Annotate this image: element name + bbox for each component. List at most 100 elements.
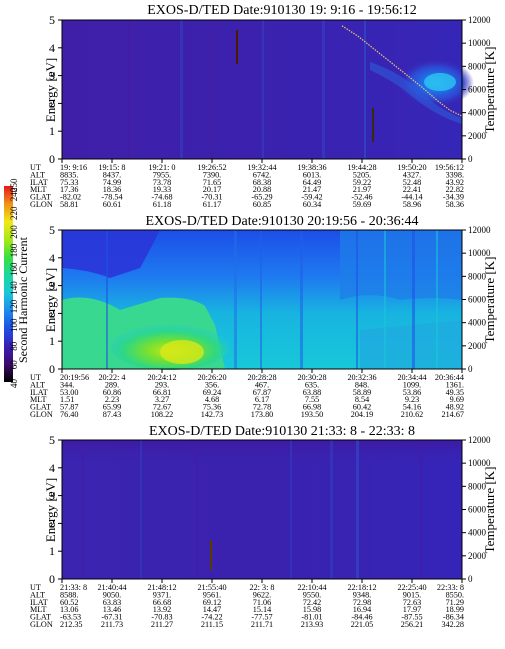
panel-1-ephemeris-label: GLAT [30, 193, 51, 202]
panel-3-ephemeris-value: 72.63 [403, 598, 421, 607]
panel-1-ephemeris-label: ALT [30, 170, 45, 179]
panel-2-y2tick-label: 10000 [468, 248, 491, 258]
panel-2-ephemeris-value: 49.35 [446, 388, 464, 397]
panel-3-ephemeris-value: 72.42 [303, 598, 321, 607]
panel-2-ephemeris-value: 9.69 [450, 395, 464, 404]
panel-1-ephemeris-label: ILAT [30, 178, 48, 187]
panel-1-ephemeris-value: 22.82 [446, 185, 464, 194]
panel-3-ephemeris-value: 66.68 [153, 598, 171, 607]
panel-2-ephemeris-label: GLAT [30, 403, 51, 412]
panel-1-ephemeris-value: 74.99 [103, 178, 121, 187]
panel-3-ephemeris-value: 71.29 [446, 598, 464, 607]
panel-3-ephemeris-value: -63.53 [60, 613, 81, 622]
panel-1-ephemeris-label: UT [30, 163, 41, 172]
panel-3-ephemeris-value: -74.22 [201, 613, 222, 622]
panel-1-ephemeris-value: 21.97 [353, 185, 371, 194]
panel-3-ephemeris-value: 14.47 [203, 605, 221, 614]
panel-1-ephemeris-value: 5205. [353, 170, 371, 179]
panel-3-ephemeris-label: GLAT [30, 613, 51, 622]
panel-2-ephemeris-label: GLON [30, 410, 53, 419]
panel-1-ephemeris-value: 6013. [303, 170, 321, 179]
panel-2-ephemeris-value: 65.99 [103, 403, 121, 412]
panel-1-ephemeris-value: -52.46 [351, 193, 372, 202]
panel-1-ephemeris-value: 19:50:20 [397, 163, 426, 172]
panel-2: EXOS-D/TED Date:910130 20:19:56 - 20:36:… [30, 214, 497, 419]
panel-1-ephemeris-label: GLON [30, 200, 53, 209]
panel-3-ephemeris-value: 9622. [253, 590, 271, 599]
panel-2-ephemeris-value: 204.19 [351, 410, 374, 419]
panel-2-ephemeris-value: 289. [105, 380, 119, 389]
panel-2-ephemeris-value: 72.78 [253, 403, 271, 412]
panel-3-ytick-label: 2 [49, 516, 55, 530]
panel-2-title: EXOS-D/TED Date:910130 20:19:56 - 20:36:… [146, 214, 419, 229]
panel-3-ephemeris-value: -84.46 [351, 613, 372, 622]
panel-1-ephemeris-value: 60.85 [253, 200, 271, 209]
panel-2-peak [160, 340, 204, 364]
panel-2-ytick-label: 4 [49, 251, 55, 265]
panel-1-ephemeris-value: 21.47 [303, 185, 321, 194]
panel-3-ephemeris-value: 212.35 [60, 620, 83, 629]
panel-3-ephemeris-value: 18.99 [446, 605, 464, 614]
colorbar-tick-label: 80 [9, 341, 19, 351]
panel-2-ephemeris-value: 60.42 [353, 403, 371, 412]
panel-2-ephemeris-value: 1099. [403, 380, 421, 389]
panel-3-ephemeris-label: ILAT [30, 598, 48, 607]
panel-1-ephemeris-value: 60.34 [303, 200, 321, 209]
panel-2-ephemeris-label: ILAT [30, 388, 48, 397]
panel-1-ephemeris-value: 20.88 [253, 185, 271, 194]
panel-1-ytick-label: 5 [49, 13, 55, 27]
panel-3-ephemeris-value: -87.55 [401, 613, 422, 622]
panel-2-ephemeris-value: 60.86 [103, 388, 121, 397]
panel-3-y2tick-label: 0 [468, 574, 473, 584]
panel-3-axes: 0 1 2 3 4 5 0 2000 4000 6000 8000 10000 12000 [49, 433, 491, 586]
panel-2-ephemeris-value: 58.89 [353, 388, 371, 397]
panel-2-ephemeris-value: 108.22 [151, 410, 174, 419]
panel-1-ephemeris-value: 61.17 [203, 200, 221, 209]
panel-2-ytick-label: 0 [49, 362, 55, 376]
panel-2-ephemeris-value: 193.50 [301, 410, 324, 419]
panel-3-y2tick-label: 12000 [468, 435, 491, 445]
panel-2-ephemeris-value: 20:26:20 [197, 373, 226, 382]
panel-2-ephemeris-value: 20:28:28 [247, 373, 276, 382]
panel-1-ephemeris-value: 71.65 [203, 178, 221, 187]
panel-1-ephemeris-value: -82.02 [60, 193, 81, 202]
panel-1-y2label: Temperature [K] [482, 47, 497, 134]
panel-2-ephemeris-value: 53.86 [403, 388, 421, 397]
panel-2-ephemeris-value: 142.73 [201, 410, 224, 419]
panel-2-ephemeris-value: 63.88 [303, 388, 321, 397]
panel-1-ytick-label: 2 [49, 96, 55, 110]
colorbar-label: Second Harmonic Current [16, 236, 30, 363]
panel-1-ephemeris-value: -44.14 [401, 193, 422, 202]
panel-3-ephemeris-value: 213.93 [301, 620, 324, 629]
colorbar-tick-label: 40 [9, 379, 19, 389]
panel-1-ephemeris-value: 75.33 [60, 178, 78, 187]
panel-2-ephemeris-value: 72.67 [153, 403, 171, 412]
panel-1-ephemeris-value: 59.22 [353, 178, 371, 187]
panel-2-ephemeris-value: 356. [205, 380, 219, 389]
panel-1-ephemeris-value: 61.18 [153, 200, 171, 209]
panel-2-y2tick-label: 4000 [468, 318, 487, 328]
panel-3-y2tick-label: 10000 [468, 458, 491, 468]
panel-1-ephemeris-value: 58.96 [403, 200, 421, 209]
panel-1-y2tick-label: 10000 [468, 38, 491, 48]
panel-2-y2tick-label: 6000 [468, 295, 487, 305]
panel-1-ephemeris-value: 8437. [103, 170, 121, 179]
panel-3-ephemeris-value: -70.83 [151, 613, 172, 622]
panel-1-ephemeris-value: 17.36 [60, 185, 78, 194]
panel-2-y2tick-label: 2000 [468, 341, 487, 351]
panel-2-ephemeris-value: 635. [305, 380, 319, 389]
panel-1-enhancement-core [424, 73, 456, 91]
colorbar-tick-label: 200 [9, 225, 19, 239]
panel-3-ephemeris-value: -77.57 [251, 613, 272, 622]
panel-2-ephemeris-value: 66.81 [153, 388, 171, 397]
panel-2-ytick-label: 1 [49, 334, 55, 348]
panel-2-ephemeris-value: 3.27 [155, 395, 169, 404]
panel-1-ytick-label: 0 [49, 152, 55, 166]
panel-2-ephemeris-value: 8.54 [355, 395, 369, 404]
panel-1-ephemeris-value: 19.33 [153, 185, 171, 194]
panel-3-ytick-label: 3 [49, 489, 55, 503]
panel-3-plot-area [61, 439, 463, 580]
panel-1-ephemeris-value: 60.61 [103, 200, 121, 209]
